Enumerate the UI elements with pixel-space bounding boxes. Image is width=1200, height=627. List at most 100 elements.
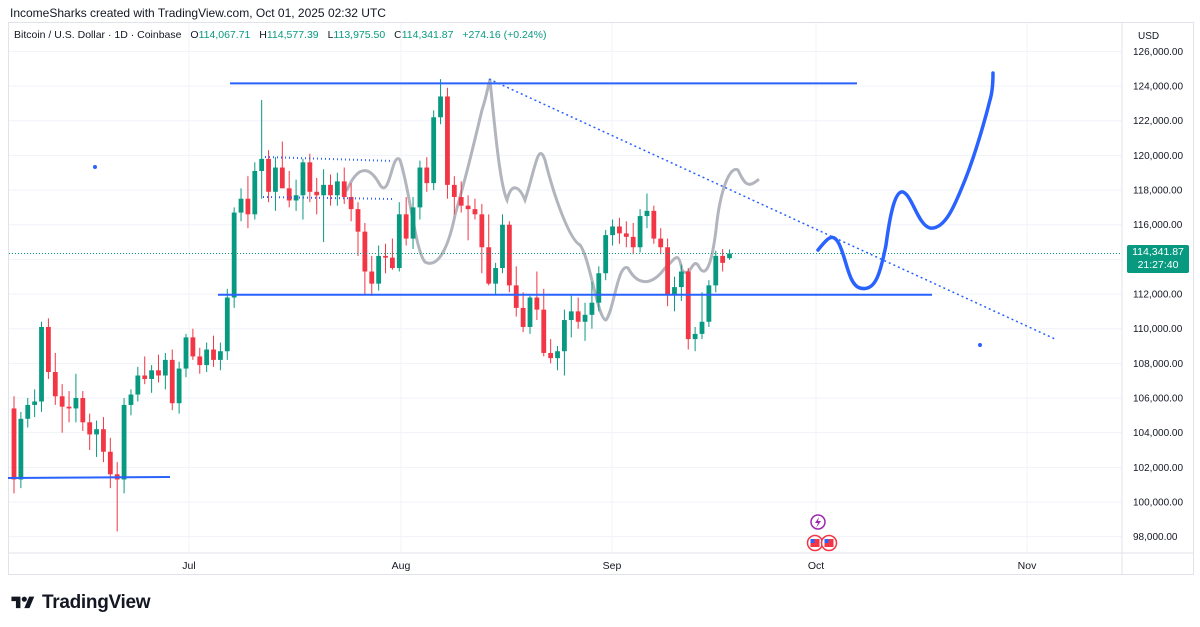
open-value: 114,067.71 bbox=[198, 29, 251, 41]
candle bbox=[328, 174, 333, 206]
candle bbox=[355, 202, 361, 256]
candle bbox=[107, 437, 113, 489]
price-tick-label: 122,000.00 bbox=[1133, 116, 1183, 127]
candle-body bbox=[500, 224, 505, 269]
ghost-projection bbox=[345, 78, 760, 322]
price-tick-label: 106,000.00 bbox=[1133, 394, 1183, 405]
candle-body bbox=[617, 226, 622, 234]
candle-body bbox=[142, 375, 148, 379]
candle bbox=[720, 248, 726, 272]
time-tick-label: Aug bbox=[392, 560, 411, 572]
candle-body bbox=[11, 408, 17, 480]
candle bbox=[80, 391, 86, 431]
candle-body bbox=[706, 285, 712, 322]
candle-body bbox=[692, 333, 698, 340]
candle bbox=[66, 391, 72, 423]
candle bbox=[727, 249, 732, 260]
candle-body bbox=[713, 255, 719, 286]
drawings bbox=[7, 71, 1122, 479]
candle-body bbox=[190, 337, 196, 357]
ghost-path bbox=[345, 78, 760, 322]
candle bbox=[231, 207, 237, 308]
candle-body bbox=[506, 224, 512, 286]
candle-body bbox=[465, 205, 471, 210]
candle bbox=[101, 417, 106, 463]
candle-body bbox=[644, 210, 650, 217]
candle bbox=[32, 389, 38, 418]
candle-body bbox=[451, 184, 457, 197]
candle-body bbox=[369, 271, 375, 284]
candle bbox=[369, 255, 375, 296]
grid bbox=[9, 23, 1122, 553]
candle bbox=[500, 214, 505, 274]
event-icons bbox=[806, 514, 838, 552]
candle-body bbox=[555, 351, 560, 359]
candle bbox=[149, 365, 154, 393]
candle-body bbox=[231, 212, 237, 298]
candle-body bbox=[341, 181, 347, 197]
candle-body bbox=[279, 167, 285, 189]
range-bottom-dotted-line bbox=[262, 196, 394, 200]
candle-body bbox=[197, 356, 203, 366]
candle-body bbox=[169, 359, 175, 404]
candle-body bbox=[156, 370, 161, 376]
candle-body bbox=[486, 247, 492, 284]
us-flag-event-icon bbox=[810, 539, 820, 547]
candle bbox=[651, 205, 657, 244]
close-value: 114,341.87 bbox=[401, 29, 454, 41]
trendline-dotted bbox=[488, 78, 1056, 340]
candle-body bbox=[293, 195, 299, 201]
price-axis: 98,000.00 100,000.00 102,000.00 104,000.00 1… bbox=[1121, 23, 1183, 575]
candle-body bbox=[610, 226, 615, 236]
candle bbox=[128, 389, 134, 416]
candle bbox=[603, 229, 609, 281]
candle bbox=[87, 413, 93, 451]
price-tick-label: 108,000.00 bbox=[1133, 359, 1183, 370]
candle bbox=[390, 238, 395, 270]
candle-body bbox=[46, 326, 51, 373]
low-label: L bbox=[327, 29, 334, 41]
candle-body bbox=[445, 96, 450, 185]
brand-name: TradingView bbox=[42, 592, 151, 613]
currency-label[interactable]: USD bbox=[1138, 31, 1160, 42]
candle bbox=[321, 169, 326, 243]
candle-body bbox=[596, 273, 602, 303]
candle-body bbox=[438, 96, 443, 118]
candle bbox=[52, 352, 58, 405]
candle bbox=[18, 411, 24, 489]
candle bbox=[555, 346, 560, 371]
candle bbox=[94, 420, 99, 457]
candle bbox=[438, 79, 443, 125]
candle-body bbox=[162, 359, 168, 376]
candle bbox=[451, 176, 457, 215]
candle-body bbox=[32, 401, 38, 405]
candle bbox=[307, 153, 313, 203]
tradingview-logo[interactable]: TradingView bbox=[10, 592, 151, 614]
candle bbox=[596, 266, 602, 312]
candle bbox=[527, 295, 533, 334]
candle bbox=[410, 196, 416, 249]
candle bbox=[142, 356, 148, 385]
candle-body bbox=[314, 191, 320, 196]
candle bbox=[252, 162, 258, 220]
high-label: H bbox=[259, 29, 267, 41]
candle-body bbox=[562, 320, 567, 352]
candle-body bbox=[245, 198, 251, 215]
candle bbox=[575, 297, 581, 329]
us-flag-event-icon bbox=[810, 539, 815, 543]
candle bbox=[293, 179, 299, 211]
time-tick-label: Jul bbox=[182, 560, 195, 572]
price-tick-label: 110,000.00 bbox=[1133, 324, 1183, 335]
symbol-label[interactable]: Bitcoin / U.S. Dollar · 1D · Coinbase bbox=[14, 29, 182, 41]
candle bbox=[458, 181, 464, 213]
candle-body bbox=[589, 302, 595, 315]
candle-body bbox=[59, 396, 65, 407]
range-top-dotted-line bbox=[264, 156, 394, 162]
price-tick-label: 120,000.00 bbox=[1133, 151, 1183, 162]
candle bbox=[396, 202, 402, 272]
candle bbox=[706, 280, 712, 327]
candle bbox=[506, 221, 512, 293]
candle bbox=[135, 366, 141, 402]
candle-body bbox=[376, 255, 382, 284]
